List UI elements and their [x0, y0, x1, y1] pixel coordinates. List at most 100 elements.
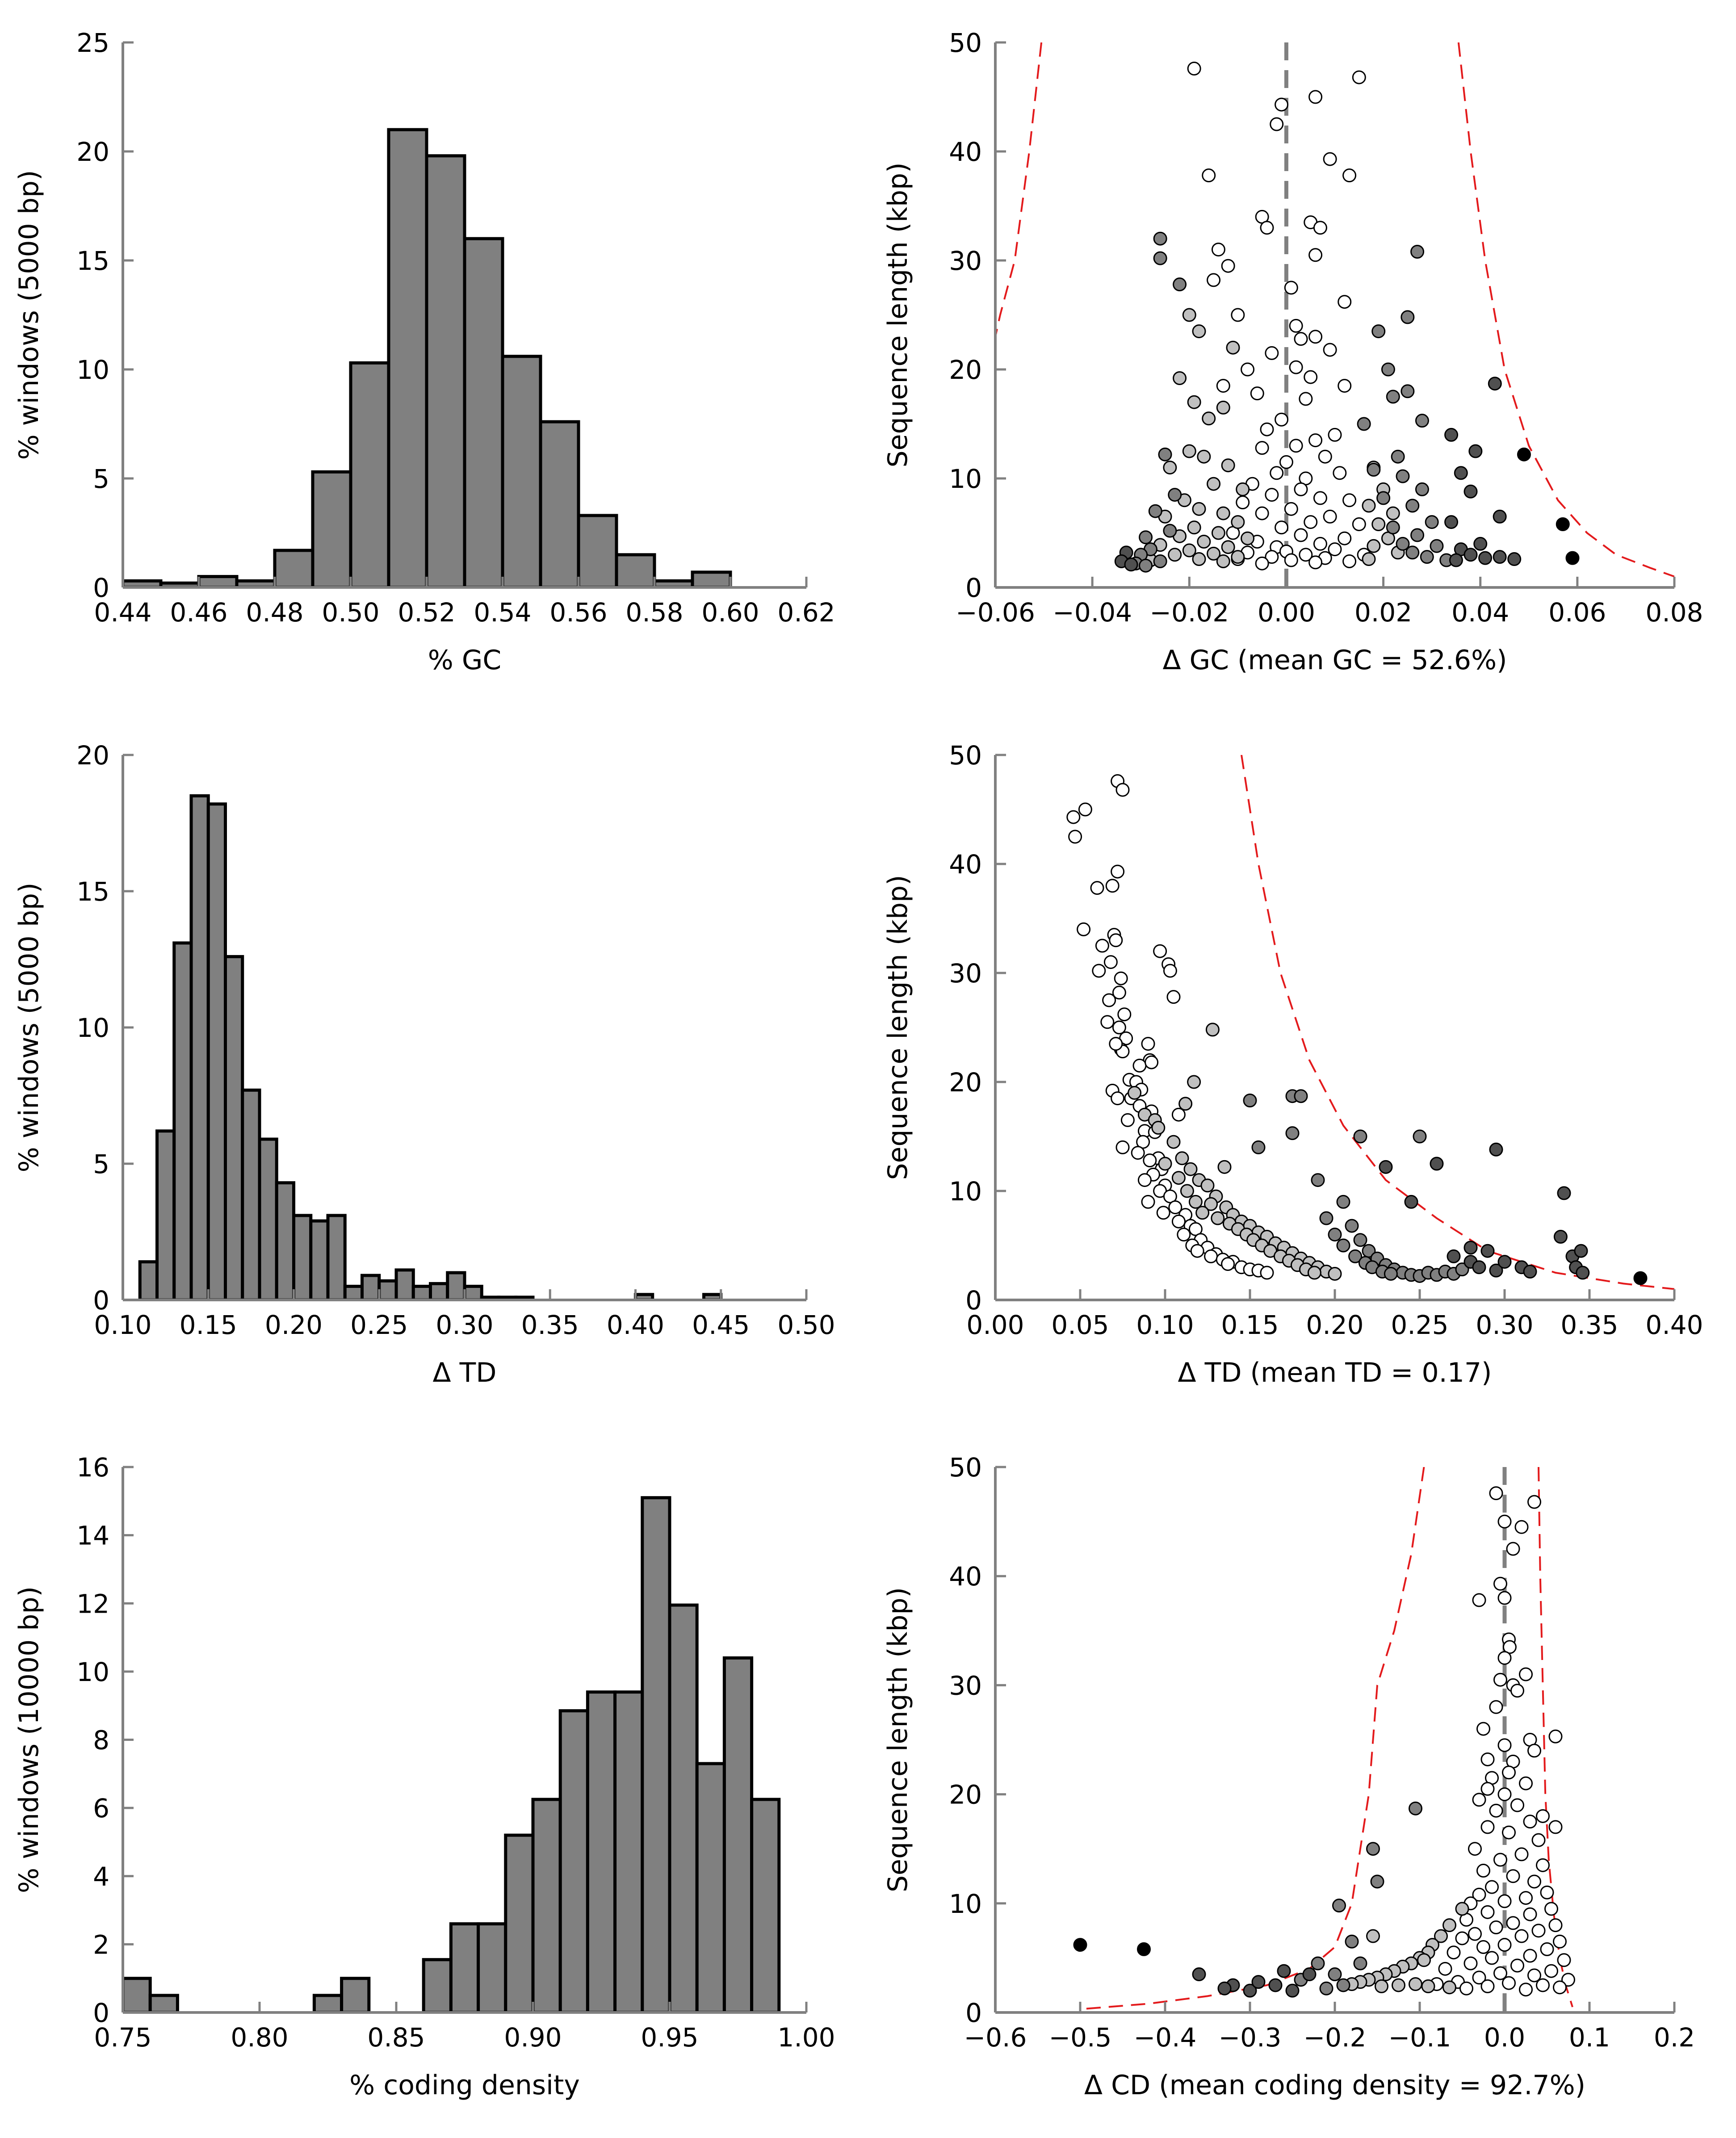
x-tick-label: 0.20: [265, 1310, 323, 1340]
scatter-point: [1221, 540, 1235, 554]
scatter-point: [1497, 1894, 1512, 1908]
scatter-point: [1523, 1265, 1537, 1279]
scatter-point: [1241, 362, 1255, 377]
x-tick-label: 0.25: [1391, 1310, 1448, 1340]
scatter-point: [1510, 1798, 1524, 1812]
scatter-point: [1396, 537, 1410, 551]
x-tick-label: 0.56: [549, 597, 607, 628]
y-axis-title: Sequence length (kbp): [882, 1587, 914, 1892]
x-tick-label: 0.15: [1221, 1310, 1279, 1340]
scatter-point: [1255, 506, 1269, 520]
histogram-bar: [197, 575, 239, 587]
scatter-point: [1124, 558, 1138, 572]
x-tick-label: 1.00: [777, 2022, 835, 2053]
scatter-point: [1308, 248, 1323, 262]
x-tick-label: 0.75: [94, 2022, 151, 2053]
scatter-point: [1231, 515, 1245, 529]
scatter-point: [1444, 515, 1459, 529]
histogram-bar: [539, 420, 580, 587]
scatter-point: [1299, 548, 1313, 562]
y-tick-label: 8: [93, 1725, 109, 1756]
scatter-point: [1187, 520, 1201, 535]
scatter-point: [1438, 1962, 1452, 1976]
scatter-point: [1468, 444, 1483, 458]
scatter-point: [1151, 1120, 1166, 1135]
y-tick-label: 0: [93, 573, 109, 603]
y-axis-title: % windows (5000 bp): [13, 170, 45, 460]
x-axis-title: Δ TD (mean TD = 0.17): [1178, 1357, 1492, 1388]
histogram-bar: [241, 1088, 261, 1300]
scatter-point: [1319, 1981, 1333, 1995]
scatter-point: [1221, 1257, 1235, 1271]
scatter-point: [1506, 1542, 1520, 1556]
scatter-point: [1333, 466, 1347, 480]
scatter-point: [1557, 1186, 1571, 1200]
y-tick-label: 5: [93, 464, 109, 494]
scatter-point: [1145, 1055, 1159, 1069]
scatter-point: [1472, 1260, 1486, 1274]
scatter-point: [1182, 543, 1196, 558]
scatter-point: [1442, 1980, 1456, 1995]
scatter-point: [1472, 1793, 1486, 1807]
scatter-point: [1497, 1255, 1512, 1269]
histogram-bar: [340, 1977, 371, 2012]
y-tick-label: 20: [949, 355, 982, 385]
cd-scatter-panel: −0.6 −0.5 −0.4 −0.3 −0.2 −0.1 0.0 0.1 0.2 0 10 20 30…: [882, 1452, 1695, 2101]
scatter-point: [1476, 1722, 1490, 1736]
scatter-point: [1068, 830, 1082, 844]
scatter-point: [1367, 539, 1381, 553]
y-tick-label: 6: [93, 1793, 109, 1824]
scatter-point: [1332, 1899, 1346, 1913]
x-tick-label: 0.52: [398, 597, 455, 628]
scatter-point: [1548, 1820, 1563, 1834]
histogram-bar: [349, 361, 390, 587]
x-tick-label: 0.58: [625, 597, 683, 628]
x-tick-label: 0.05: [1051, 1310, 1109, 1340]
x-tick-label: 0.06: [1548, 597, 1606, 628]
scatter-point: [1485, 1880, 1499, 1894]
scatter-point: [1386, 506, 1400, 520]
x-tick-label: 0.60: [701, 597, 759, 628]
scatter-point: [1120, 1113, 1135, 1127]
scatter-point: [1370, 1874, 1384, 1889]
scatter-point: [1367, 462, 1381, 477]
scatter-point: [1556, 517, 1570, 531]
scatter-point: [1078, 802, 1092, 817]
scatter-point: [1557, 1953, 1571, 1967]
scatter-point: [1523, 1949, 1537, 1963]
x-tick-label: 0.20: [1306, 1310, 1363, 1340]
scatter-point: [1342, 168, 1357, 183]
scatter-point: [1386, 390, 1400, 404]
scatter-point: [1396, 469, 1410, 483]
x-tick-label: 0.44: [94, 597, 151, 628]
scatter-point: [1200, 1178, 1215, 1193]
scatter-point: [1195, 1206, 1210, 1220]
y-tick-label: 50: [949, 1452, 982, 1483]
plot-area: [995, 42, 1674, 587]
scatter-point: [1410, 244, 1425, 259]
x-tick-label: −0.5: [1049, 2022, 1112, 2053]
scatter-point: [1357, 417, 1371, 431]
scatter-point: [1391, 449, 1405, 464]
y-tick-label: 20: [949, 1067, 982, 1098]
scatter-point: [1115, 783, 1130, 797]
scatter-point: [1480, 1782, 1495, 1796]
plot-area: [123, 128, 732, 587]
scatter-point: [1100, 1015, 1115, 1029]
scatter-point: [1455, 1262, 1469, 1277]
scatter-point: [1455, 1931, 1469, 1945]
scatter-point: [1413, 1129, 1427, 1144]
y-tick-label: 15: [76, 876, 109, 907]
scatter-point: [1313, 537, 1327, 551]
x-tick-label: 0.48: [246, 597, 303, 628]
scatter-point: [1506, 1869, 1520, 1883]
scatter-point: [1506, 1916, 1520, 1930]
scatter-point: [1536, 1809, 1550, 1823]
scatter-point: [1204, 1249, 1218, 1263]
scatter-point: [1187, 1075, 1201, 1089]
scatter-point: [1338, 379, 1352, 393]
x-tick-label: 0.95: [641, 2022, 698, 2053]
scatter-point: [1375, 1979, 1388, 1993]
histogram-bar: [577, 514, 618, 587]
